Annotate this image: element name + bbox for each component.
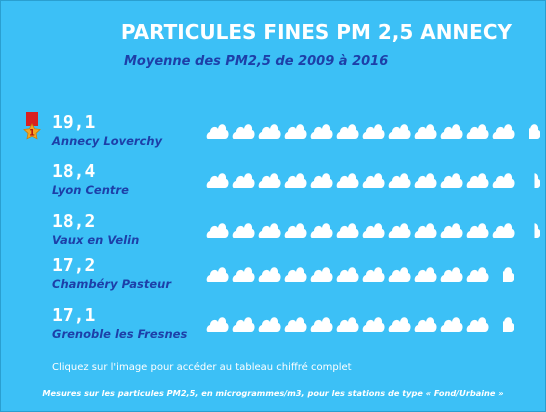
cloud-pictogram	[206, 317, 514, 332]
station-row: 17,2 Chambéry Pasteur	[0, 255, 546, 301]
cloud-bar	[206, 264, 516, 284]
cloud-icon	[414, 173, 437, 188]
gold-medal-icon: 1	[23, 112, 41, 140]
cloud-icon	[258, 173, 281, 188]
cloud-pictogram	[206, 124, 540, 139]
cloud-icon	[534, 223, 540, 238]
cloud-icon	[206, 223, 229, 238]
cloud-icon	[388, 267, 411, 282]
cloud-icon	[206, 317, 229, 332]
cloud-icon	[503, 317, 514, 332]
cloud-icon	[440, 173, 463, 188]
station-value: 18,2	[52, 211, 96, 232]
cloud-icon	[529, 124, 540, 139]
station-row: 17,1 Grenoble les Fresnes	[0, 305, 546, 351]
cloud-icon	[310, 267, 333, 282]
cloud-icon	[362, 223, 385, 238]
cloud-icon	[414, 223, 437, 238]
station-name: Chambéry Pasteur	[52, 277, 172, 291]
cloud-bar	[206, 314, 516, 334]
cloud-icon	[336, 173, 359, 188]
page-title: PARTICULES FINES PM 2,5 ANNECY	[120, 20, 512, 44]
station-name: Annecy Loverchy	[52, 134, 163, 148]
station-value: 17,2	[52, 255, 96, 276]
cloud-icon	[232, 223, 255, 238]
cloud-icon	[258, 317, 281, 332]
cloud-icon	[232, 317, 255, 332]
cloud-icon	[310, 223, 333, 238]
cloud-icon	[284, 124, 307, 139]
cloud-icon	[440, 267, 463, 282]
cloud-icon	[310, 173, 333, 188]
cloud-icon	[258, 223, 281, 238]
cloud-icon	[284, 223, 307, 238]
page-subtitle: Moyenne des PM2,5 de 2009 à 2016	[124, 54, 389, 69]
station-value: 19,1	[52, 112, 96, 133]
station-row: 1 19,1 Annecy Loverchy	[0, 112, 546, 158]
cloud-icon	[310, 317, 333, 332]
station-row: 18,4 Lyon Centre	[0, 161, 546, 207]
cloud-icon	[336, 124, 359, 139]
cloud-icon	[388, 124, 411, 139]
cloud-bar	[206, 121, 540, 141]
cloud-icon	[503, 267, 514, 282]
station-value: 18,4	[52, 161, 96, 182]
station-value: 17,1	[52, 305, 96, 326]
cloud-icon	[414, 124, 437, 139]
cloud-icon	[440, 223, 463, 238]
cloud-icon	[206, 267, 229, 282]
cloud-icon	[492, 223, 515, 238]
cloud-icon	[284, 317, 307, 332]
cloud-icon	[232, 173, 255, 188]
cloud-icon	[440, 317, 463, 332]
cloud-icon	[466, 267, 489, 282]
cloud-icon	[284, 267, 307, 282]
cloud-icon	[414, 267, 437, 282]
cloud-icon	[336, 267, 359, 282]
cloud-icon	[336, 317, 359, 332]
cloud-icon	[388, 223, 411, 238]
cloud-icon	[466, 223, 489, 238]
cloud-icon	[466, 317, 489, 332]
cloud-icon	[492, 173, 515, 188]
footnote: Mesures sur les particules PM2,5, en mic…	[42, 388, 504, 398]
cloud-icon	[336, 223, 359, 238]
cloud-icon	[310, 124, 333, 139]
station-name: Grenoble les Fresnes	[52, 327, 188, 341]
cloud-icon	[362, 267, 385, 282]
cloud-icon	[362, 124, 385, 139]
cloud-icon	[258, 124, 281, 139]
cloud-icon	[232, 267, 255, 282]
cloud-icon	[206, 173, 229, 188]
cloud-icon	[492, 124, 515, 139]
medal-rank: 1	[29, 129, 35, 139]
station-row: 18,2 Vaux en Velin	[0, 211, 546, 257]
cloud-icon	[232, 124, 255, 139]
cloud-bar	[206, 170, 540, 190]
cloud-pictogram	[206, 223, 540, 238]
table-link[interactable]: Cliquez sur l'image pour accéder au tabl…	[52, 362, 352, 373]
cloud-icon	[206, 124, 229, 139]
cloud-pictogram	[206, 173, 540, 188]
cloud-icon	[440, 124, 463, 139]
cloud-icon	[466, 124, 489, 139]
cloud-pictogram	[206, 267, 514, 282]
cloud-icon	[284, 173, 307, 188]
cloud-icon	[258, 267, 281, 282]
cloud-icon	[534, 173, 540, 188]
cloud-icon	[414, 317, 437, 332]
cloud-icon	[362, 317, 385, 332]
cloud-bar	[206, 220, 540, 240]
cloud-icon	[466, 173, 489, 188]
cloud-icon	[362, 173, 385, 188]
station-name: Lyon Centre	[52, 183, 129, 197]
cloud-icon	[388, 173, 411, 188]
cloud-icon	[388, 317, 411, 332]
station-name: Vaux en Velin	[52, 233, 140, 247]
